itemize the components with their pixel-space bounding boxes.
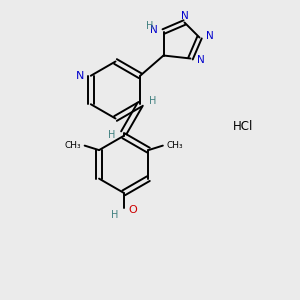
Text: N: N (76, 71, 84, 81)
Text: HCl: HCl (233, 119, 253, 133)
Text: N: N (206, 31, 214, 41)
Text: N: N (150, 25, 158, 35)
Text: N: N (181, 11, 189, 21)
Text: O: O (128, 205, 137, 215)
Text: CH₃: CH₃ (64, 141, 81, 150)
Text: H: H (146, 21, 153, 31)
Text: H: H (111, 210, 118, 220)
Text: H: H (108, 130, 115, 140)
Text: H: H (148, 96, 156, 106)
Text: CH₃: CH₃ (167, 141, 183, 150)
Text: N: N (197, 55, 205, 65)
